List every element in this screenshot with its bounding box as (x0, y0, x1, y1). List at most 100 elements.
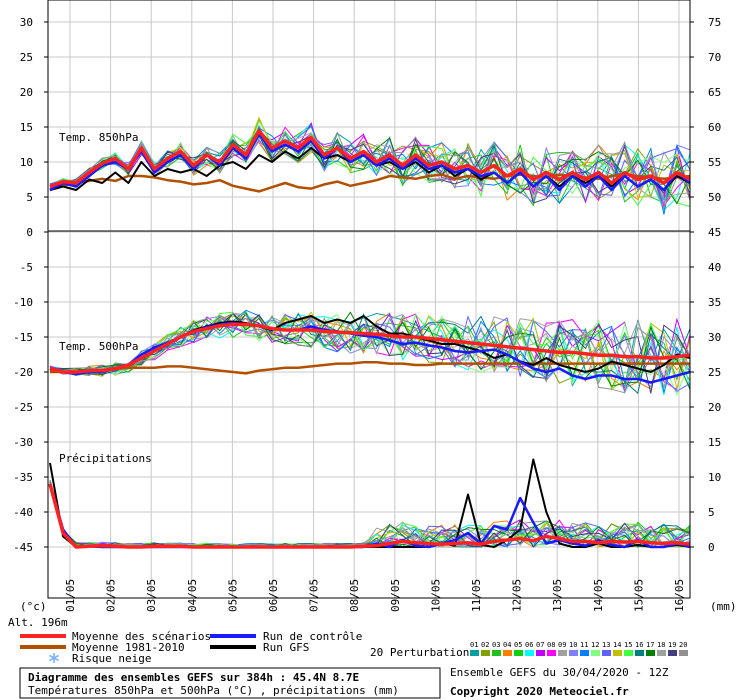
pert-key-swatch (668, 650, 677, 656)
right-tick-label: 15 (708, 436, 721, 449)
snowflake-icon (49, 653, 59, 663)
pert-key-number: 02 (481, 641, 489, 649)
legend-label-climatology: Moyenne 1981-2010 (72, 641, 185, 654)
pert-key-swatch (635, 650, 644, 656)
left-tick-label: -45 (13, 541, 33, 554)
legend-swatch-gfs (210, 645, 256, 649)
x-tick-label: 08/05 (348, 579, 361, 612)
plot-border (47, 0, 691, 599)
pert-key-swatch (547, 650, 556, 656)
pert-key-number: 10 (569, 641, 577, 649)
perturbation-line (49, 315, 691, 388)
pert-key-number: 01 (470, 641, 478, 649)
perturbations-label: 20 Perturbations (370, 646, 476, 659)
control-500-line (49, 321, 691, 384)
pert-key-number: 18 (657, 641, 665, 649)
legend-label-snow: Risque neige (72, 652, 151, 665)
x-tick-label: 06/05 (267, 579, 280, 612)
right-tick-label: 60 (708, 121, 721, 134)
left-tick-label: -40 (13, 506, 33, 519)
x-tick-label: 13/05 (551, 579, 564, 612)
pert-key-swatch (514, 650, 523, 656)
series-lines (48, 128, 691, 549)
x-tick-label: 14/05 (592, 579, 605, 612)
right-tick-label: 75 (708, 16, 721, 29)
right-tick-label: 65 (708, 86, 721, 99)
copyright: Copyright 2020 Meteociel.fr (450, 685, 629, 698)
left-tick-label: -30 (13, 436, 33, 449)
right-tick-label: 10 (708, 471, 721, 484)
pert-key-swatch (481, 650, 490, 656)
panel-label-500: Temp. 500hPa (59, 340, 138, 353)
legend-swatch-control (210, 634, 256, 638)
x-tick-label: 07/05 (308, 579, 321, 612)
x-tick-label: 10/05 (429, 579, 442, 612)
right-tick-label: 45 (708, 226, 721, 239)
pert-key-number: 12 (591, 641, 599, 649)
x-tick-label: 03/05 (145, 579, 158, 612)
pert-key-number: 19 (668, 641, 676, 649)
left-tick-label: -5 (20, 261, 33, 274)
pert-key-swatch (679, 650, 688, 656)
right-tick-label: 30 (708, 331, 721, 344)
panel-label-850: Temp. 850hPa (59, 131, 138, 144)
right-tick-label: 5 (708, 506, 715, 519)
left-tick-label: -10 (13, 296, 33, 309)
climatology-500-line (50, 360, 690, 375)
left-tick-label: 0 (26, 226, 33, 239)
left-tick-label: 30 (20, 16, 33, 29)
control-850-line (49, 132, 691, 192)
altitude-label: Alt. 196m (8, 616, 68, 629)
pert-key-swatch (536, 650, 545, 656)
pert-key-swatch (657, 650, 666, 656)
pert-key-number: 03 (492, 641, 500, 649)
right-tick-label: 55 (708, 156, 721, 169)
pert-key-number: 15 (624, 641, 632, 649)
x-axis: 01/05 02/05 03/05 04/05 05/05 06/05 07/05 08/05… (64, 579, 686, 612)
pert-key-number: 05 (514, 641, 522, 649)
pert-key-number: 09 (558, 641, 566, 649)
plot-frame (47, 0, 691, 599)
right-tick-label: 40 (708, 261, 721, 274)
pert-key-number: 11 (580, 641, 588, 649)
pert-key-number: 04 (503, 641, 511, 649)
left-tick-label: -15 (13, 331, 33, 344)
pert-key-number: 13 (602, 641, 610, 649)
pert-key-swatch (492, 650, 501, 656)
perturbation-line (49, 313, 691, 397)
pert-key-number: 08 (547, 641, 555, 649)
x-tick-label: 05/05 (226, 579, 239, 612)
x-tick-label: 09/05 (389, 579, 402, 612)
mean-850-line (49, 128, 691, 189)
pert-key-swatch (569, 650, 578, 656)
pert-key-number: 17 (646, 641, 654, 649)
left-tick-label: 25 (20, 51, 33, 64)
x-tick-label: 02/05 (105, 579, 118, 612)
pert-key-swatch (613, 650, 622, 656)
perturbation-color-key: 01 02 03 04 05 06 07 08 09 10 11 12 13 14 15 16 17 18 19 20 (470, 641, 688, 656)
legend: Moyenne des scénarios Run de contrôle Mo… (20, 630, 362, 665)
perturbation-line (49, 128, 691, 197)
legend-label-gfs: Run GFS (263, 641, 309, 654)
x-tick-label: 16/05 (673, 579, 686, 612)
right-tick-label: 35 (708, 296, 721, 309)
mean-500-line (49, 322, 691, 374)
pert-key-swatch (503, 650, 512, 656)
pert-key-swatch (580, 650, 589, 656)
legend-swatch-mean (20, 634, 66, 638)
run-info: Ensemble GEFS du 30/04/2020 - 12Z (450, 666, 669, 679)
left-tick-label: -20 (13, 366, 33, 379)
left-tick-label: 20 (20, 86, 33, 99)
pert-key-swatch (646, 650, 655, 656)
perturbation-line (49, 312, 691, 394)
x-tick-label: 04/05 (186, 579, 199, 612)
left-unit-label: (°c) (20, 600, 47, 613)
pert-key-number: 07 (536, 641, 544, 649)
right-tick-label: 20 (708, 401, 721, 414)
footer-title: Diagramme des ensembles GEFS sur 384h : … (28, 671, 359, 684)
pert-key-swatch (558, 650, 567, 656)
right-tick-label: 25 (708, 366, 721, 379)
right-unit-label: (mm) (710, 600, 737, 613)
